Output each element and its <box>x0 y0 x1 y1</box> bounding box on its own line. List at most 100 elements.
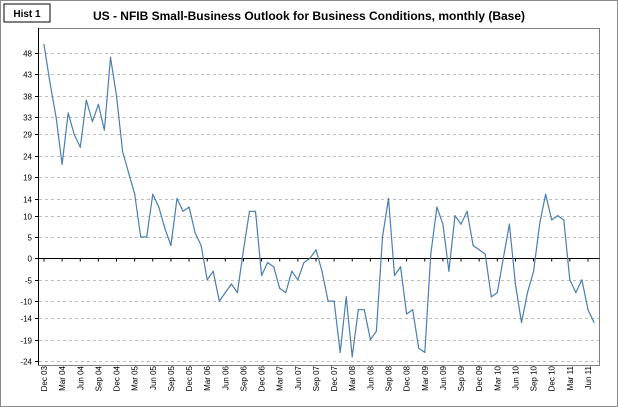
data-point <box>61 163 63 165</box>
data-point <box>85 99 87 101</box>
data-point <box>393 274 396 277</box>
x-tick-label: Dec 03 <box>40 365 49 391</box>
data-point <box>593 321 595 324</box>
data-point <box>55 116 57 118</box>
x-tick-label: Jun 11 <box>584 365 593 389</box>
data-point <box>285 292 287 294</box>
data-point <box>212 270 214 272</box>
x-tick-label: Mar 11 <box>566 365 575 390</box>
data-point <box>188 206 190 208</box>
x-tick-label: Jun 09 <box>439 365 448 390</box>
data-point <box>67 112 69 114</box>
data-point <box>291 270 293 272</box>
data-point <box>49 82 51 84</box>
data-point <box>321 270 323 272</box>
data-point <box>339 351 341 353</box>
data-point <box>533 270 535 272</box>
series-layer <box>43 44 595 358</box>
x-tick-label: Jun 08 <box>366 365 375 390</box>
data-point <box>315 249 317 251</box>
data-point <box>194 232 196 234</box>
data-point <box>230 283 232 285</box>
data-point <box>406 313 408 315</box>
data-point <box>242 249 245 251</box>
x-tick-label: Jun 10 <box>511 365 520 390</box>
data-point <box>551 219 553 221</box>
data-point <box>387 197 390 200</box>
y-tick-label: 29 <box>23 131 32 140</box>
data-point <box>448 270 450 272</box>
x-tick-label: Dec 04 <box>113 365 122 391</box>
x-tick-label: Dec 08 <box>403 365 412 391</box>
x-tick-label: Sep 05 <box>167 365 176 391</box>
y-tick-label: -24 <box>20 358 32 367</box>
data-point <box>122 150 124 153</box>
y-tick-label: 33 <box>23 114 32 123</box>
y-tick-label: 38 <box>23 93 32 102</box>
data-point <box>170 244 172 247</box>
x-tick-label: Dec 06 <box>258 365 267 391</box>
data-point <box>369 339 371 341</box>
y-tick-label: 48 <box>23 50 32 59</box>
data-point <box>309 257 311 259</box>
data-point <box>236 292 238 294</box>
data-point <box>557 215 559 217</box>
y-tick-label: 10 <box>23 213 32 222</box>
data-point <box>545 193 547 195</box>
data-point <box>381 236 384 238</box>
series-line <box>43 44 595 358</box>
data-point <box>466 210 468 212</box>
data-point <box>182 210 184 212</box>
data-point <box>472 244 474 247</box>
x-tick-label: Sep 06 <box>240 365 249 391</box>
data-point <box>267 262 269 264</box>
data-point <box>158 206 160 208</box>
data-point <box>261 274 263 277</box>
data-point <box>248 210 251 212</box>
y-tick-label: -5 <box>25 277 33 286</box>
y-tick-label: -14 <box>20 315 32 324</box>
data-point <box>43 44 45 46</box>
data-point <box>430 253 432 255</box>
data-point <box>297 279 299 281</box>
data-point <box>375 330 377 332</box>
data-point <box>508 223 510 225</box>
y-tick-label: 5 <box>28 234 33 243</box>
hist-tag-label: Hist 1 <box>13 9 41 20</box>
data-point <box>218 300 220 302</box>
x-tick-label: Sep 04 <box>94 365 103 391</box>
chart-title: US - NFIB Small-Business Outlook for Bus… <box>93 9 525 23</box>
x-tick-label: Dec 10 <box>548 365 557 391</box>
data-point <box>436 206 438 208</box>
data-point <box>134 193 136 195</box>
data-point <box>454 215 456 217</box>
x-tick-label: Jun 04 <box>76 365 85 390</box>
data-point <box>569 279 571 281</box>
y-tick-label: 0 <box>28 255 33 264</box>
data-point <box>400 266 402 268</box>
x-tick-label: Jun 06 <box>221 365 230 390</box>
x-tick-label: Jun 05 <box>149 365 158 390</box>
data-point <box>254 210 257 212</box>
data-point <box>442 223 444 225</box>
data-point <box>563 219 565 221</box>
data-point <box>587 309 589 311</box>
x-tick-label: Dec 05 <box>185 365 194 391</box>
data-point <box>526 292 529 294</box>
data-point <box>327 300 329 302</box>
x-tick-label: Mar 04 <box>58 365 67 390</box>
data-point <box>520 321 523 324</box>
y-tick-label: -10 <box>20 298 32 307</box>
data-point <box>279 287 281 289</box>
data-point <box>109 56 112 59</box>
data-point <box>164 227 166 229</box>
y-tick-label: 19 <box>23 174 32 183</box>
y-tick-label: 43 <box>23 71 32 80</box>
data-point <box>146 236 148 238</box>
x-tick-label: Sep 10 <box>530 365 539 391</box>
data-point <box>460 223 462 225</box>
x-tick-label: Dec 09 <box>475 365 484 391</box>
y-tick-label: 14 <box>23 196 32 205</box>
